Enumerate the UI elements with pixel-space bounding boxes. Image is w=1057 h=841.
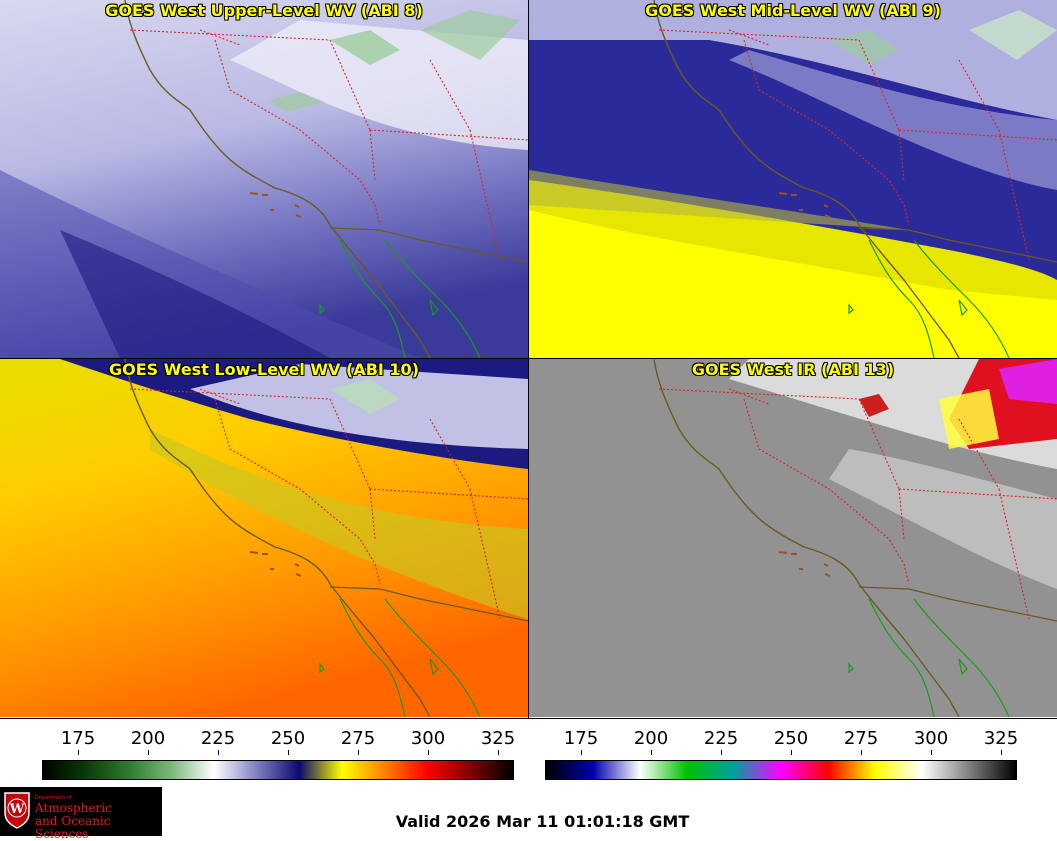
colorbar-tick-mark — [78, 750, 79, 755]
panel-title: GOES West Mid-Level WV (ABI 9) — [645, 1, 941, 20]
state-border — [658, 388, 1057, 620]
colorbar-tick-mark — [428, 750, 429, 755]
mexico-border — [858, 586, 1057, 622]
valid-time: Valid 2026 Mar 11 01:01:18 GMT — [395, 812, 690, 831]
state-border — [658, 29, 1057, 261]
colorbar-tick-label: 250 — [773, 728, 809, 749]
colorbar-tick-mark — [148, 750, 149, 755]
mexico-coast — [848, 598, 1010, 717]
panel-divider-bottom — [0, 718, 1057, 719]
colorbar-tick-mark — [931, 750, 932, 755]
mexico-coast — [319, 239, 481, 358]
logo-line1: Atmospheric — [35, 801, 112, 815]
panel-mid-level-wv: GOES West Mid-Level WV (ABI 9) — [529, 0, 1057, 358]
colorbar-tick-label: 300 — [913, 728, 949, 749]
mexico-border — [329, 227, 528, 263]
mexico-coast — [319, 598, 481, 717]
colorbar-tick-label: 225 — [200, 728, 236, 749]
colorbar-tick-mark — [651, 750, 652, 755]
panel-divider-horizontal — [0, 358, 1057, 359]
upper-level-wv-image — [0, 0, 528, 358]
panel-ir: GOES West IR (ABI 13) — [529, 359, 1057, 717]
coastline — [653, 0, 960, 358]
colorbar-tick-label: 175 — [60, 728, 96, 749]
colorbar-tick-mark — [1001, 750, 1002, 755]
low-level-wv-image — [0, 359, 528, 717]
colorbar-tick-label: 275 — [843, 728, 879, 749]
colorbar-tick-label: 275 — [340, 728, 376, 749]
colorbar-tick-label: 300 — [410, 728, 446, 749]
colorbar-wv-ticks: 175 200 225 250 275 300 325 — [42, 728, 516, 755]
panel-divider-vertical — [528, 0, 529, 719]
islands — [249, 192, 302, 218]
panel-upper-level-wv: GOES West Upper-Level WV (ABI 8) — [0, 0, 528, 358]
colorbar-ir — [545, 760, 1017, 780]
panel-low-level-wv: GOES West Low-Level WV (ABI 10) — [0, 359, 528, 717]
colorbar-tick-mark — [721, 750, 722, 755]
coastline — [124, 359, 431, 717]
colorbar-ir-ticks: 175 200 225 250 275 300 325 — [545, 728, 1019, 755]
islands — [249, 551, 302, 577]
uw-shield-icon: W — [4, 792, 30, 829]
colorbar-tick-label: 225 — [703, 728, 739, 749]
colorbar-tick-label: 175 — [563, 728, 599, 749]
colorbar-tick-label: 325 — [983, 728, 1019, 749]
aos-logo: W Department of Atmospheric and Oceanic … — [0, 787, 162, 841]
colorbar-tick-mark — [358, 750, 359, 755]
islands — [778, 192, 831, 218]
colorbar-tick-mark — [861, 750, 862, 755]
state-border — [129, 29, 528, 261]
colorbar-wv — [42, 760, 514, 780]
colorbar-tick-label: 250 — [270, 728, 306, 749]
colorbar-tick-label: 200 — [130, 728, 166, 749]
colorbar-tick-mark — [581, 750, 582, 755]
mexico-coast — [848, 239, 1010, 358]
shield-letter: W — [9, 802, 25, 817]
ir-image — [529, 359, 1057, 717]
panel-title: GOES West Low-Level WV (ABI 10) — [108, 360, 419, 379]
colorbar-tick-mark — [218, 750, 219, 755]
state-border — [129, 388, 528, 620]
coastline — [653, 359, 960, 717]
colorbar-tick-mark — [288, 750, 289, 755]
colorbar-tick-label: 200 — [633, 728, 669, 749]
panel-title: GOES West IR (ABI 13) — [691, 360, 895, 379]
mexico-border — [858, 227, 1057, 263]
coastline — [124, 0, 431, 358]
colorbar-tick-mark — [791, 750, 792, 755]
panel-title: GOES West Upper-Level WV (ABI 8) — [105, 1, 423, 20]
colorbar-tick-label: 325 — [480, 728, 516, 749]
mid-level-wv-image — [529, 0, 1057, 358]
colorbar-tick-mark — [498, 750, 499, 755]
logo-dept: Department of — [35, 795, 72, 801]
mexico-border — [329, 586, 528, 622]
islands — [778, 551, 831, 577]
